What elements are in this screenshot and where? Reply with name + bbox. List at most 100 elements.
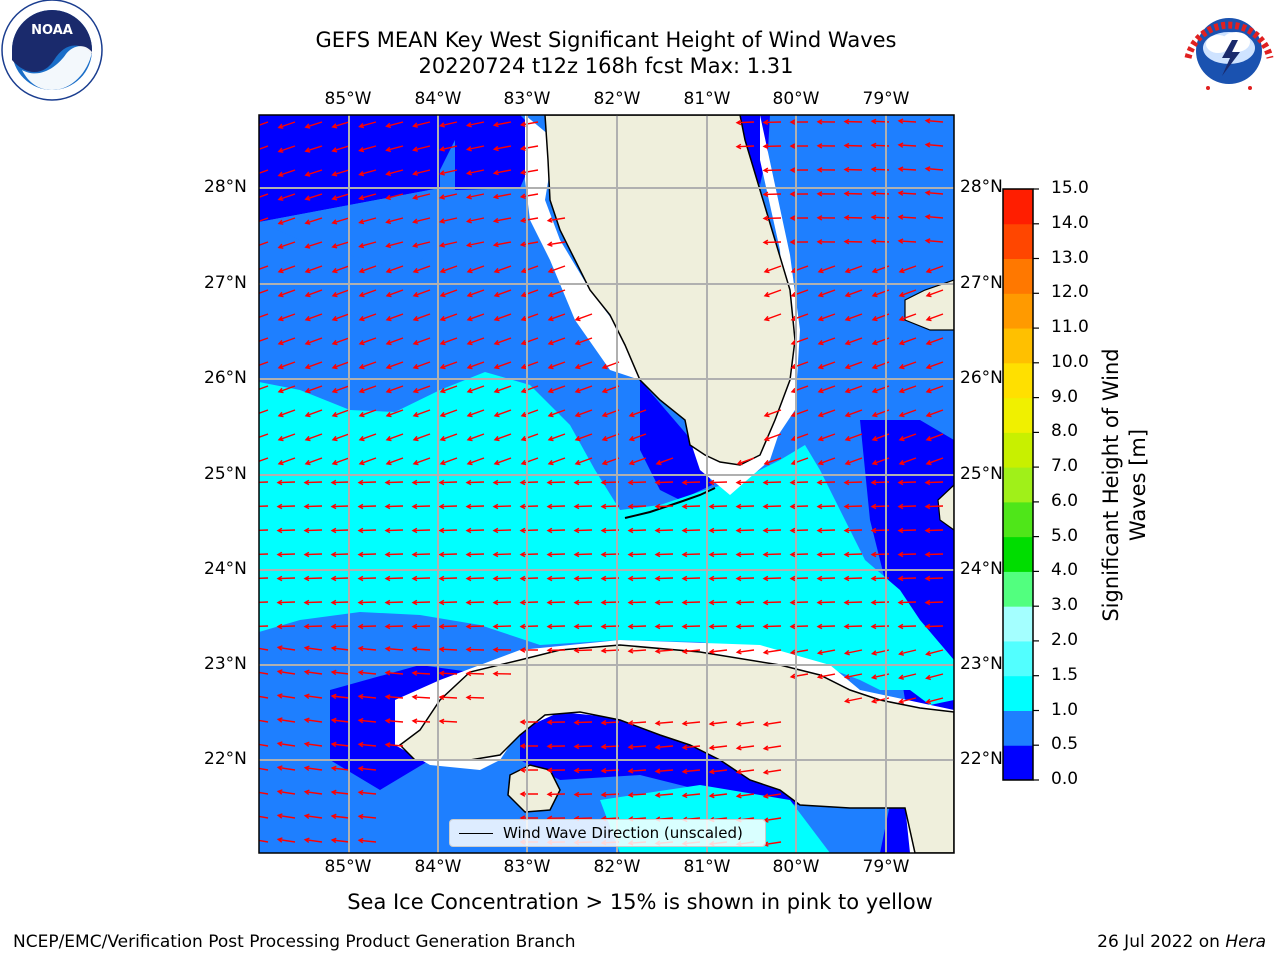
wave-vector-head <box>547 291 554 298</box>
lon-label-bottom-80w: 80°W <box>772 857 820 877</box>
wave-vector-head <box>762 143 769 150</box>
wave-vector-head <box>870 479 877 486</box>
wave-vector <box>764 313 782 321</box>
wave-vector-head <box>304 435 311 442</box>
wave-vector-head <box>789 143 796 149</box>
wave-vector-head <box>762 769 769 775</box>
wave-vector-head <box>466 435 473 442</box>
wave-vector-head <box>870 599 877 606</box>
wave-vector <box>790 577 809 580</box>
wave-vector-head <box>330 599 337 606</box>
wave-vector-head <box>763 267 770 274</box>
wave-vector-head <box>735 599 742 606</box>
wave-vector <box>628 601 647 604</box>
wave-vector <box>926 385 944 393</box>
wave-vector <box>467 289 485 297</box>
wave-vector <box>278 790 296 795</box>
wave-vector <box>413 169 431 175</box>
wave-vector <box>304 505 323 508</box>
wave-vector-head <box>546 551 553 558</box>
wave-vector-head <box>573 623 580 630</box>
wave-vector-head <box>898 387 905 394</box>
wave-vector <box>278 121 296 129</box>
wave-vector-head <box>492 551 499 558</box>
wave-vector-head <box>330 575 337 582</box>
colorbar-tick-label: 2.0 <box>1051 629 1079 650</box>
wave-vector-head <box>681 599 688 606</box>
wave-vector <box>278 337 296 345</box>
wave-vector-head <box>627 599 634 606</box>
wave-vector <box>386 695 404 699</box>
wave-vector-head <box>277 147 284 153</box>
wave-vector <box>925 577 944 580</box>
wave-vector <box>331 577 350 580</box>
lat-label-right-23n: 23°N <box>960 654 1003 674</box>
wave-vector-head <box>438 599 445 606</box>
wave-vector-head <box>870 142 877 149</box>
wave-vector-head <box>763 315 770 322</box>
wave-vector <box>899 433 917 441</box>
wave-vector-head <box>304 243 311 249</box>
wave-vector-head <box>627 551 634 558</box>
wave-vector <box>386 457 404 465</box>
wave-vector-head <box>654 792 661 798</box>
wave-vector <box>736 121 755 124</box>
wave-vector-head <box>816 239 823 245</box>
wave-vector-head <box>519 623 526 630</box>
wave-vector <box>926 215 944 219</box>
wave-vector-head <box>654 479 661 486</box>
wave-vector <box>655 505 674 508</box>
wave-vector <box>386 145 404 151</box>
wave-vector <box>358 529 377 532</box>
wave-vector-head <box>897 623 904 630</box>
wave-vector <box>548 433 566 441</box>
wave-vector-head <box>277 411 284 418</box>
wave-vector-head <box>412 218 418 224</box>
wave-vector-head <box>304 219 311 225</box>
wave-vector-head <box>925 363 932 370</box>
wave-vector-head <box>600 503 607 510</box>
wave-vector-head <box>492 241 499 248</box>
wave-vector <box>413 241 431 247</box>
wave-vector-head <box>708 575 715 582</box>
wave-vector <box>439 625 458 628</box>
wave-vector <box>574 601 593 604</box>
wave-vector <box>898 240 917 243</box>
colorbar-tick-label: 9.0 <box>1051 386 1079 407</box>
wave-vector <box>332 719 350 723</box>
colorbar-tick-label: 1.5 <box>1051 664 1079 685</box>
wave-vector <box>575 337 593 345</box>
wave-vector-head <box>251 528 255 532</box>
wave-vector <box>413 121 431 127</box>
wave-vector <box>386 385 404 393</box>
wave-vector <box>412 505 431 508</box>
wave-vector <box>764 457 782 465</box>
wave-vector <box>521 337 539 345</box>
wave-vector <box>386 719 404 723</box>
wave-vector-head <box>493 315 500 322</box>
lon-label-top-82w: 82°W <box>593 89 641 109</box>
map-frame <box>258 114 955 854</box>
wave-vector-head <box>762 551 769 558</box>
wave-vector-head <box>276 741 283 747</box>
wave-vector <box>763 481 782 484</box>
wave-vector <box>575 433 593 441</box>
wave-vector-head <box>654 599 661 606</box>
wave-vector <box>818 457 836 465</box>
wave-vector-head <box>924 238 931 244</box>
wave-vector-head <box>600 479 607 486</box>
lat-label-left-25n: 25°N <box>204 464 247 484</box>
wave-vector <box>628 625 647 628</box>
wave-vector-head <box>789 623 796 630</box>
wave-vector <box>440 217 458 223</box>
wave-vector-head <box>870 527 877 534</box>
colorbar-tick-label: 7.0 <box>1051 456 1079 477</box>
wave-vector <box>412 481 431 484</box>
wave-vector-head <box>736 459 743 466</box>
colorbar-tick-label: 15.0 <box>1051 178 1089 198</box>
wave-vector-head <box>277 459 284 466</box>
wave-vector-head <box>466 267 473 274</box>
wave-vector <box>259 145 269 150</box>
wave-vector <box>520 625 539 628</box>
wave-vector-head <box>493 411 500 418</box>
